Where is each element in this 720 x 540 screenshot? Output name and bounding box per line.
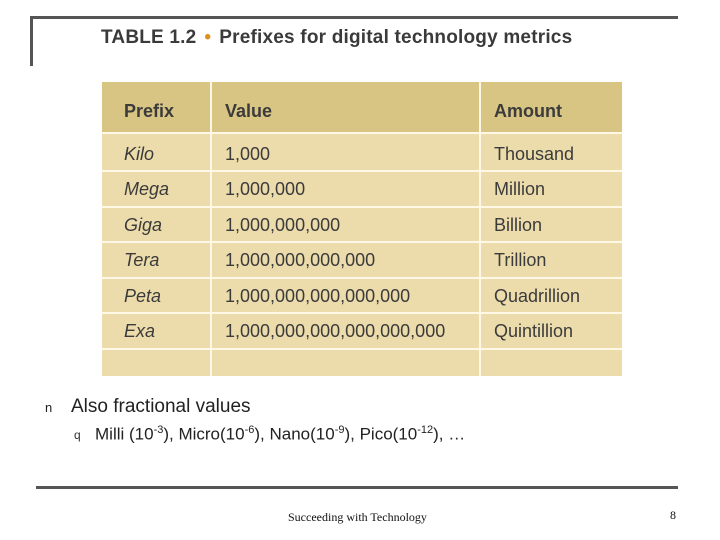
nano-text: ), Nano(10 — [254, 424, 335, 444]
cell-prefix: Giga — [124, 215, 163, 235]
row-divider — [102, 241, 622, 243]
footer-text: Succeeding with Technology — [288, 510, 427, 524]
table-header-row — [102, 82, 622, 132]
row-divider — [102, 170, 622, 172]
sub-bullet-icon: q — [74, 428, 81, 442]
pico-text: ), Pico(10 — [344, 424, 418, 444]
milli-text: Milli (10 — [95, 424, 154, 444]
micro-text: ), Micro(10 — [163, 424, 245, 444]
cell-prefix: Exa — [124, 321, 156, 341]
square-bullet-icon: n — [45, 400, 53, 415]
sub-bullet-text: Milli (10-3), Micro(10-6), Nano(10-9), P… — [95, 424, 465, 445]
row-divider — [102, 312, 622, 314]
cell-prefix: Kilo — [124, 144, 155, 164]
cell-amount: Billion — [494, 215, 543, 235]
prefix-table: Prefix Value Amount Kilo 1,000 Thousand … — [102, 82, 622, 376]
cell-prefix: Tera — [124, 250, 160, 270]
cell-value: 1,000,000,000,000 — [225, 250, 376, 270]
cell-value: 1,000 — [225, 144, 271, 164]
cell-amount: Million — [494, 179, 546, 199]
header-amount: Amount — [494, 101, 562, 121]
cell-value: 1,000,000,000,000,000 — [225, 286, 411, 306]
column-divider — [210, 82, 212, 376]
row-divider — [102, 132, 622, 134]
cell-value: 1,000,000,000,000,000,000 — [225, 321, 446, 341]
cell-prefix: Mega — [124, 179, 170, 199]
cell-value: 1,000,000,000 — [225, 215, 341, 235]
header-prefix: Prefix — [124, 101, 175, 121]
table-title: TABLE 1.2 • Prefixes for digital technolog… — [101, 27, 572, 49]
milli-exponent: -3 — [153, 424, 164, 436]
cell-amount: Quadrillion — [494, 286, 581, 306]
micro-exponent: -6 — [244, 424, 255, 436]
column-divider — [479, 82, 481, 376]
cell-prefix: Peta — [124, 286, 162, 306]
table-title-text: Prefixes for digital technology metrics — [219, 27, 573, 48]
header-value: Value — [225, 101, 273, 121]
table-title-label: TABLE 1.2 — [101, 27, 197, 48]
bullet-text: Also fractional values — [71, 396, 251, 417]
pico-exponent: -12 — [417, 424, 434, 436]
cell-value: 1,000,000 — [225, 179, 306, 199]
frame-left-line — [30, 16, 33, 66]
cell-amount: Quintillion — [494, 321, 574, 341]
ellipsis-text: ), … — [433, 424, 466, 444]
row-divider — [102, 348, 622, 350]
cell-amount: Trillion — [494, 250, 547, 270]
nano-exponent: -9 — [334, 424, 345, 436]
title-bullet-icon: • — [204, 27, 212, 48]
page-number: 8 — [670, 508, 676, 522]
row-divider — [102, 277, 622, 279]
row-divider — [102, 206, 622, 208]
cell-amount: Thousand — [494, 144, 575, 164]
footer-divider — [36, 486, 678, 489]
frame-top-line — [30, 16, 678, 19]
